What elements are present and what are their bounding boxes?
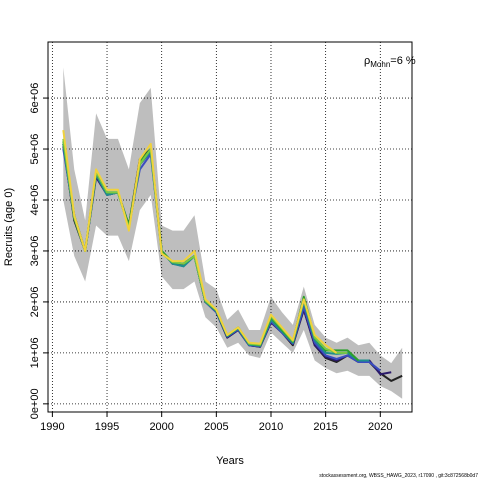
y-tick-label: 1e+06 (29, 337, 41, 368)
y-tick-label: 3e+06 (29, 236, 41, 267)
y-tick-label: 6e+06 (29, 83, 41, 114)
x-tick-label: 1995 (95, 421, 119, 433)
plot-frame (47, 41, 413, 413)
annotation: ρMohn=6 % (364, 55, 416, 69)
x-tick-label: 2020 (368, 421, 392, 433)
confidence-band (63, 67, 403, 399)
annotation-text: =6 % (390, 55, 416, 67)
y-tick-label: 4e+06 (29, 185, 41, 216)
x-tick-label: 2015 (313, 421, 337, 433)
y-tick-label: 5e+06 (29, 134, 41, 165)
y-tick-label: 2e+06 (29, 286, 41, 317)
x-tick-label: 2000 (149, 421, 173, 433)
y-axis-label: Recruits (age 0) (3, 188, 15, 266)
y-tick-label: 0e+00 (29, 388, 41, 419)
line-series (62, 130, 338, 354)
x-tick-label: 2005 (204, 421, 228, 433)
annotation-symbol: ρ (364, 55, 370, 67)
annotation-subscript: Mohn (370, 60, 390, 69)
x-tick-label: 2010 (259, 421, 283, 433)
x-tick-label: 1990 (40, 421, 64, 433)
footer: stockassessment.org, WBSS_HAWG_2023, r17… (319, 473, 478, 479)
x-axis-label: Years (216, 455, 244, 467)
